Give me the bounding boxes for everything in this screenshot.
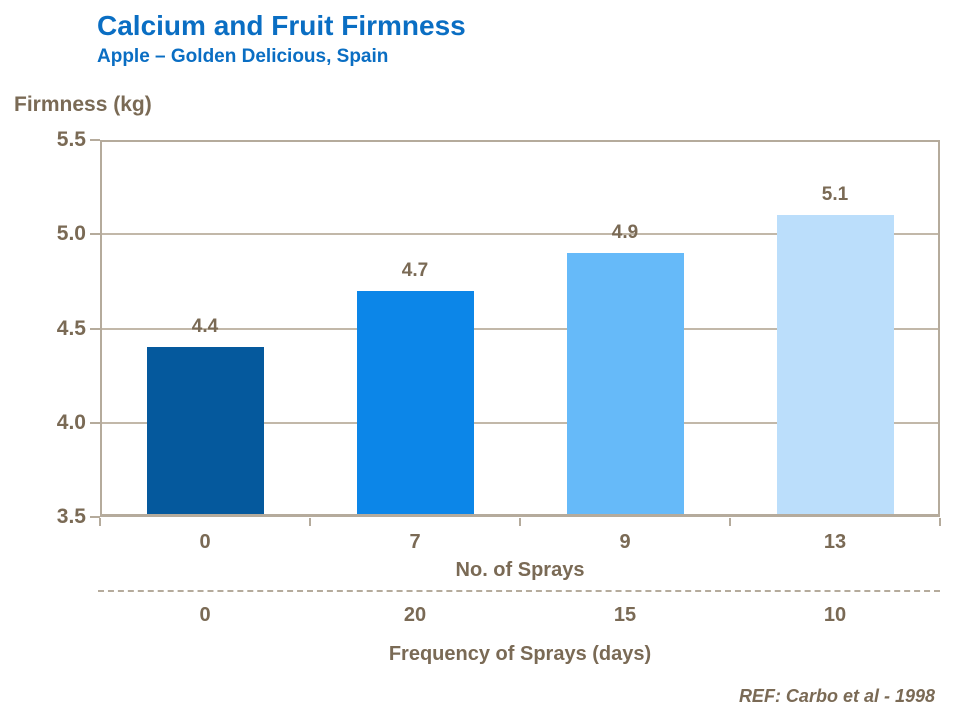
bar-value-label: 5.1 [821, 184, 849, 206]
x-axis-title-sprays: No. of Sprays [455, 559, 585, 581]
y-tick [90, 233, 100, 236]
bar-value-label: 4.4 [191, 316, 219, 338]
reference-text: REF: Carbo et al - 1998 [738, 686, 935, 706]
x-category-label-frequency: 20 [403, 604, 427, 626]
y-gridline [100, 421, 940, 424]
y-tick [90, 421, 100, 424]
bar-value-label: 4.9 [611, 222, 639, 244]
y-tick-label: 4.0 [56, 410, 86, 434]
chart-subtitle: Apple – Golden Delicious, Spain [97, 46, 389, 67]
x-category-label-sprays: 0 [199, 531, 211, 553]
y-tick-label: 5.0 [56, 222, 86, 246]
y-tick [90, 139, 100, 141]
x-category-label-sprays: 9 [619, 531, 631, 553]
bar-category-0 [146, 347, 264, 517]
bar-category-13 [776, 215, 894, 517]
x-category-label-sprays: 7 [409, 531, 421, 553]
y-axis-title: Firmness (kg) [14, 93, 152, 116]
x-category-label-frequency: 0 [199, 604, 211, 626]
x-tick [309, 518, 311, 526]
bar-value-label: 4.7 [401, 259, 429, 281]
y-gridline [100, 233, 940, 236]
y-tick-label: 3.5 [56, 505, 86, 528]
x-tick [939, 518, 941, 526]
x-tick [519, 518, 521, 526]
y-tick-label: 4.5 [56, 316, 86, 340]
bar-category-7 [356, 290, 474, 517]
y-tick-label: 5.5 [56, 128, 86, 151]
x-category-label-frequency: 10 [823, 604, 847, 626]
y-gridline [100, 327, 940, 330]
x-tick [729, 518, 731, 526]
bar-category-9 [566, 253, 684, 517]
chart-title: Calcium and Fruit Firmness [97, 10, 466, 41]
x-category-label-frequency: 15 [613, 604, 637, 626]
axis-row-divider [98, 590, 940, 592]
y-tick [90, 327, 100, 330]
x-axis-title-frequency: Frequency of Sprays (days) [388, 643, 652, 665]
x-category-label-sprays: 13 [823, 531, 847, 553]
y-tick [90, 516, 100, 518]
x-tick [99, 518, 101, 526]
